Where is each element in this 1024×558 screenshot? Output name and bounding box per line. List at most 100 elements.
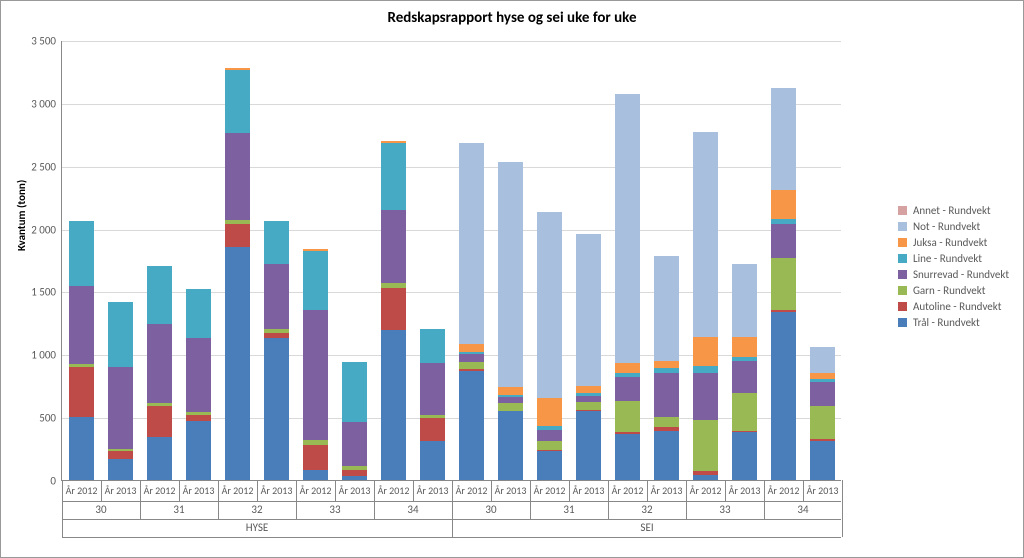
x-divider xyxy=(296,481,297,519)
bar xyxy=(264,221,289,480)
x-divider xyxy=(491,481,492,501)
legend-label: Line - Rundvekt xyxy=(913,252,982,265)
x-divider xyxy=(803,481,804,501)
x-label-year: År 2013 xyxy=(495,480,527,497)
bar-segment-snurrevad xyxy=(810,382,835,406)
bar xyxy=(537,212,562,480)
bar-segment-tral xyxy=(576,411,601,480)
bar-segment-not xyxy=(615,94,640,363)
x-label-species: SEI xyxy=(640,519,653,534)
bar-segment-snurrevad xyxy=(615,377,640,401)
x-divider xyxy=(608,481,609,519)
x-label-week: 31 xyxy=(173,501,184,516)
x-label-year: År 2012 xyxy=(534,480,566,497)
bar-segment-tral xyxy=(225,247,250,480)
x-label-year: År 2012 xyxy=(222,480,254,497)
legend-swatch xyxy=(898,302,907,311)
legend: Annet - RundvektNot - RundvektJuksa - Ru… xyxy=(898,201,1009,332)
bar xyxy=(771,88,796,480)
x-divider xyxy=(413,481,414,501)
bar-segment-tral xyxy=(810,441,835,480)
x-label-year: År 2013 xyxy=(651,480,683,497)
bar-segment-snurrevad xyxy=(654,373,679,417)
x-divider xyxy=(101,481,102,501)
x-divider xyxy=(374,481,375,519)
x-divider xyxy=(179,481,180,501)
bar-segment-garn xyxy=(459,362,484,370)
bar xyxy=(459,143,484,480)
x-label-year: År 2012 xyxy=(612,480,644,497)
x-label-year: År 2013 xyxy=(105,480,137,497)
bar xyxy=(303,249,328,480)
bar xyxy=(186,289,211,480)
bar-segment-juksa xyxy=(498,387,523,395)
bar xyxy=(420,329,445,480)
bar-segment-line xyxy=(225,70,250,133)
x-label-week: 34 xyxy=(797,501,808,516)
x-label-week: 32 xyxy=(641,501,652,516)
bar-segment-snurrevad xyxy=(537,430,562,441)
legend-item: Autoline - Rundvekt xyxy=(898,300,1009,313)
bar-segment-juksa xyxy=(459,344,484,352)
bar-segment-tral xyxy=(498,411,523,480)
x-label-year: År 2012 xyxy=(378,480,410,497)
legend-swatch xyxy=(898,206,907,215)
legend-item: Juksa - Rundvekt xyxy=(898,236,1009,249)
bar-segment-juksa xyxy=(537,398,562,426)
x-row-divider xyxy=(62,519,841,520)
x-divider xyxy=(335,481,336,501)
bar xyxy=(225,68,250,480)
bar-segment-garn xyxy=(771,258,796,311)
bar-segment-juksa xyxy=(654,361,679,369)
legend-label: Juksa - Rundvekt xyxy=(913,236,987,249)
legend-swatch xyxy=(898,270,907,279)
x-label-year: År 2013 xyxy=(261,480,293,497)
y-tick-label: 500 xyxy=(39,412,62,425)
bar-segment-not xyxy=(459,143,484,344)
x-divider xyxy=(140,481,141,519)
x-label-year: År 2012 xyxy=(144,480,176,497)
bar-segment-snurrevad xyxy=(303,310,328,439)
x-divider xyxy=(530,481,531,519)
bar xyxy=(108,302,133,480)
bar-segment-tral xyxy=(459,371,484,480)
bar-segment-snurrevad xyxy=(186,338,211,412)
bar-segment-autoline xyxy=(420,418,445,441)
x-divider xyxy=(257,481,258,501)
bar-segment-snurrevad xyxy=(693,373,718,420)
bar-segment-tral xyxy=(186,421,211,480)
x-label-year: År 2013 xyxy=(807,480,839,497)
bar-segment-garn xyxy=(693,420,718,472)
bar-segment-snurrevad xyxy=(771,224,796,258)
legend-label: Trål - Rundvekt xyxy=(913,316,980,329)
legend-swatch xyxy=(898,222,907,231)
bar-segment-line xyxy=(381,143,406,210)
bar-segment-juksa xyxy=(693,337,718,366)
bar-segment-tral xyxy=(69,417,94,480)
bar xyxy=(498,162,523,480)
x-label-week: 32 xyxy=(251,501,262,516)
x-divider xyxy=(452,481,453,537)
x-label-year: År 2013 xyxy=(417,480,449,497)
bar-segment-not xyxy=(654,256,679,360)
bar-segment-not xyxy=(771,88,796,190)
bar-segment-line xyxy=(420,329,445,363)
plot-area: 05001 0001 5002 0002 5003 0003 500År 201… xyxy=(61,41,841,481)
bar xyxy=(732,264,757,480)
legend-item: Not - Rundvekt xyxy=(898,220,1009,233)
bar-segment-snurrevad xyxy=(264,264,289,329)
bar-segment-line xyxy=(69,221,94,286)
legend-label: Garn - Rundvekt xyxy=(913,284,985,297)
x-label-year: År 2012 xyxy=(768,480,800,497)
bar-segment-autoline xyxy=(69,367,94,417)
bar-segment-snurrevad xyxy=(108,367,133,449)
x-label-week: 34 xyxy=(407,501,418,516)
x-label-week: 30 xyxy=(485,501,496,516)
x-label-year: År 2012 xyxy=(300,480,332,497)
legend-label: Autoline - Rundvekt xyxy=(913,300,1001,313)
y-tick-label: 1 000 xyxy=(31,349,62,362)
x-divider xyxy=(218,481,219,519)
y-axis-title: Kvantum (tonn) xyxy=(15,180,28,251)
legend-swatch xyxy=(898,238,907,247)
legend-swatch xyxy=(898,318,907,327)
